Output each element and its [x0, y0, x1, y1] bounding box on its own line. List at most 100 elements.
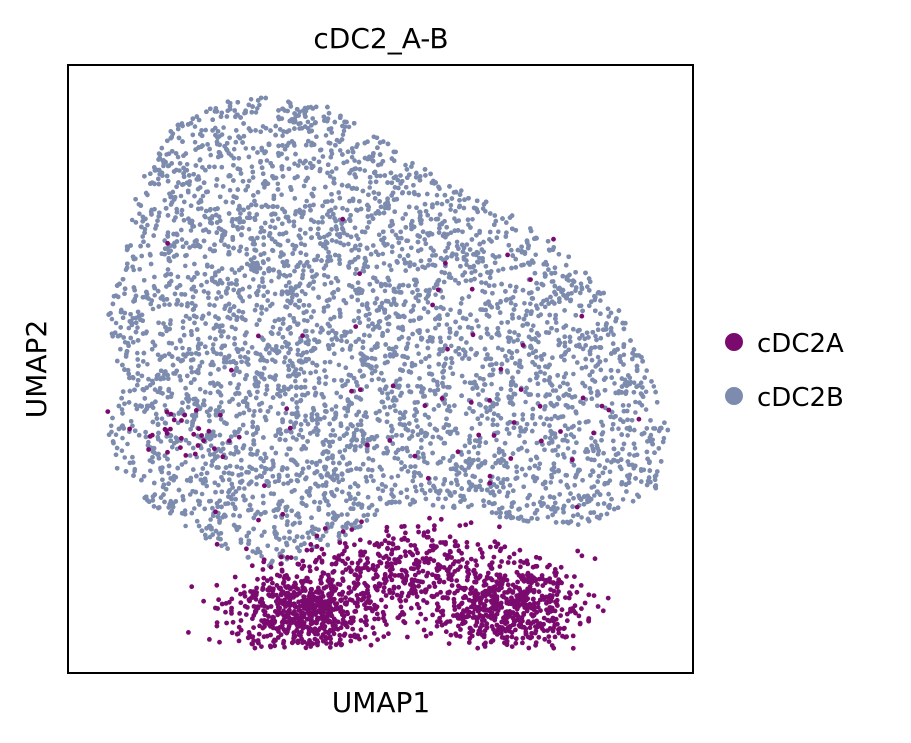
point-cdc2b	[599, 419, 604, 425]
point-cdc2b	[578, 281, 584, 287]
point-cdc2b	[208, 443, 214, 449]
point-cdc2b	[569, 425, 575, 430]
point-cdc2b	[331, 295, 337, 300]
point-cdc2b	[221, 125, 226, 130]
point-cdc2b	[408, 453, 413, 459]
point-cdc2b	[464, 242, 470, 247]
point-cdc2b	[245, 350, 251, 355]
point-cdc2b	[173, 345, 179, 351]
point-cdc2b	[562, 340, 568, 346]
point-cdc2b	[253, 110, 259, 115]
point-cdc2b	[340, 132, 346, 137]
point-cdc2b	[243, 395, 249, 401]
point-cdc2b	[616, 426, 621, 432]
point-cdc2b	[326, 126, 332, 132]
point-cdc2b	[585, 284, 590, 290]
point-cdc2b	[240, 346, 245, 352]
point-cdc2b	[408, 318, 413, 324]
point-cdc2b	[284, 452, 290, 457]
point-cdc2b	[476, 443, 482, 449]
point-cdc2b	[389, 475, 394, 480]
point-cdc2b	[464, 262, 469, 268]
point-cdc2b	[494, 510, 499, 516]
chart-title: cDC2_A-B	[313, 22, 448, 55]
point-cdc2b	[534, 440, 540, 446]
point-cdc2b	[272, 479, 278, 485]
point-cdc2b	[183, 263, 188, 269]
point-cdc2b	[219, 294, 224, 300]
point-cdc2b	[264, 383, 270, 389]
point-cdc2b	[311, 286, 316, 291]
point-cdc2b	[145, 362, 150, 367]
point-cdc2b	[280, 133, 285, 139]
point-cdc2b	[261, 228, 267, 234]
point-cdc2b	[485, 416, 490, 421]
point-cdc2b	[201, 398, 207, 403]
point-cdc2b	[249, 164, 255, 169]
point-cdc2b	[563, 371, 569, 376]
point-cdc2b	[219, 400, 224, 405]
point-cdc2b	[148, 468, 153, 474]
point-cdc2b	[282, 359, 287, 365]
point-cdc2b	[268, 224, 273, 230]
point-cdc2b	[512, 289, 518, 294]
point-cdc2b	[366, 317, 372, 322]
point-cdc2b	[280, 401, 286, 407]
point-cdc2b	[261, 458, 266, 464]
point-cdc2b	[187, 316, 192, 322]
point-cdc2b	[113, 320, 119, 326]
point-cdc2b	[358, 418, 364, 424]
point-cdc2b	[208, 517, 213, 522]
point-cdc2b	[448, 230, 454, 235]
point-cdc2b	[333, 205, 338, 210]
point-cdc2b	[553, 320, 559, 325]
point-cdc2b	[301, 268, 306, 273]
point-cdc2b	[462, 379, 468, 385]
point-cdc2b	[254, 481, 259, 487]
point-cdc2b	[611, 332, 616, 338]
point-cdc2b	[425, 300, 431, 305]
point-cdc2b	[137, 211, 142, 216]
point-cdc2b	[499, 320, 504, 326]
point-cdc2b	[577, 427, 582, 432]
point-cdc2b	[448, 207, 453, 212]
point-cdc2b	[362, 168, 368, 173]
point-cdc2b	[469, 270, 474, 276]
point-cdc2b	[470, 217, 475, 222]
point-cdc2b	[275, 181, 281, 187]
point-cdc2b	[523, 389, 528, 395]
point-cdc2b	[531, 323, 536, 329]
point-cdc2b	[399, 246, 405, 252]
point-cdc2b	[244, 246, 249, 252]
point-cdc2b	[563, 433, 569, 438]
point-cdc2b	[135, 350, 140, 356]
point-cdc2b	[536, 313, 541, 319]
point-cdc2b	[542, 304, 548, 310]
point-cdc2b	[313, 369, 319, 375]
point-cdc2b	[591, 484, 597, 489]
point-cdc2b	[152, 293, 157, 298]
point-cdc2b	[270, 324, 276, 330]
point-cdc2b	[336, 362, 342, 368]
point-cdc2b	[383, 484, 389, 489]
point-cdc2b	[386, 321, 392, 327]
point-cdc2b	[314, 322, 320, 328]
point-cdc2b	[595, 354, 601, 360]
point-cdc2b	[411, 318, 417, 323]
point-cdc2b	[403, 162, 408, 168]
point-cdc2b	[625, 433, 630, 438]
point-cdc2b	[179, 237, 185, 242]
point-cdc2b	[284, 156, 290, 161]
point-cdc2b	[258, 229, 263, 235]
point-cdc2b	[454, 239, 460, 245]
point-cdc2b	[436, 434, 441, 440]
point-cdc2b	[495, 302, 500, 307]
point-cdc2b	[332, 433, 338, 438]
point-cdc2b	[355, 142, 360, 147]
point-cdc2b	[536, 339, 541, 345]
point-cdc2b	[181, 352, 186, 357]
point-cdc2b	[293, 393, 299, 398]
point-cdc2b	[183, 523, 188, 529]
point-cdc2b	[162, 198, 167, 203]
point-cdc2b	[382, 288, 388, 294]
